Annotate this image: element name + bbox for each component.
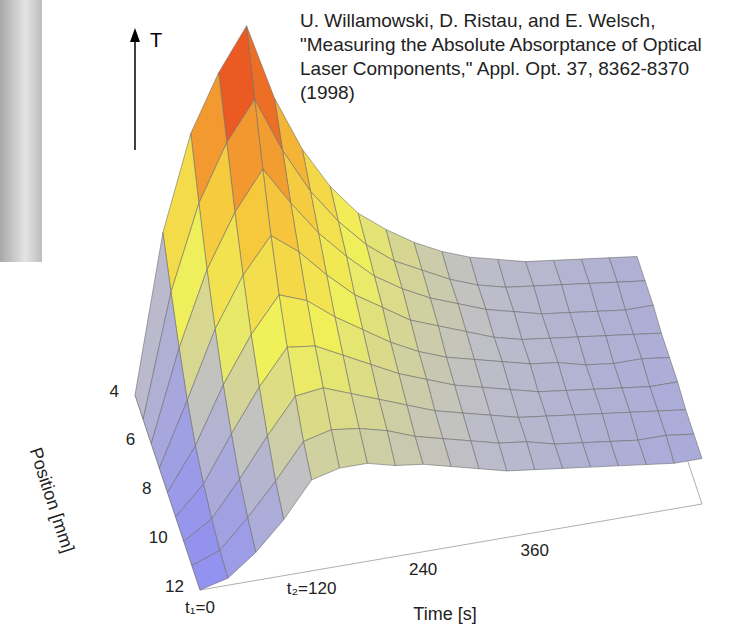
svg-text:360: 360 <box>520 541 548 560</box>
svg-text:Time [s]: Time [s] <box>413 604 476 624</box>
svg-text:6: 6 <box>126 430 135 449</box>
svg-text:(1998): (1998) <box>300 82 355 103</box>
svg-text:4: 4 <box>110 382 119 401</box>
svg-text:Laser Components," Appl. Opt.: Laser Components," Appl. Opt. 37, 8362-8… <box>300 58 694 79</box>
svg-text:Position [mm]: Position [mm] <box>26 445 79 555</box>
svg-text:8: 8 <box>142 479 151 498</box>
svg-text:t₂=120: t₂=120 <box>287 579 337 598</box>
svg-text:U. Willamowski, D. Ristau, and: U. Willamowski, D. Ristau, and E. Welsch… <box>300 10 661 31</box>
svg-text:"Measuring the Absolute Absorp: "Measuring the Absolute Absorptance of O… <box>300 34 707 55</box>
svg-text:12: 12 <box>165 577 184 596</box>
svg-text:t₁=0: t₁=0 <box>185 598 215 617</box>
svg-text:10: 10 <box>149 528 168 547</box>
svg-text:240: 240 <box>409 560 437 579</box>
svg-text:T: T <box>150 29 162 51</box>
